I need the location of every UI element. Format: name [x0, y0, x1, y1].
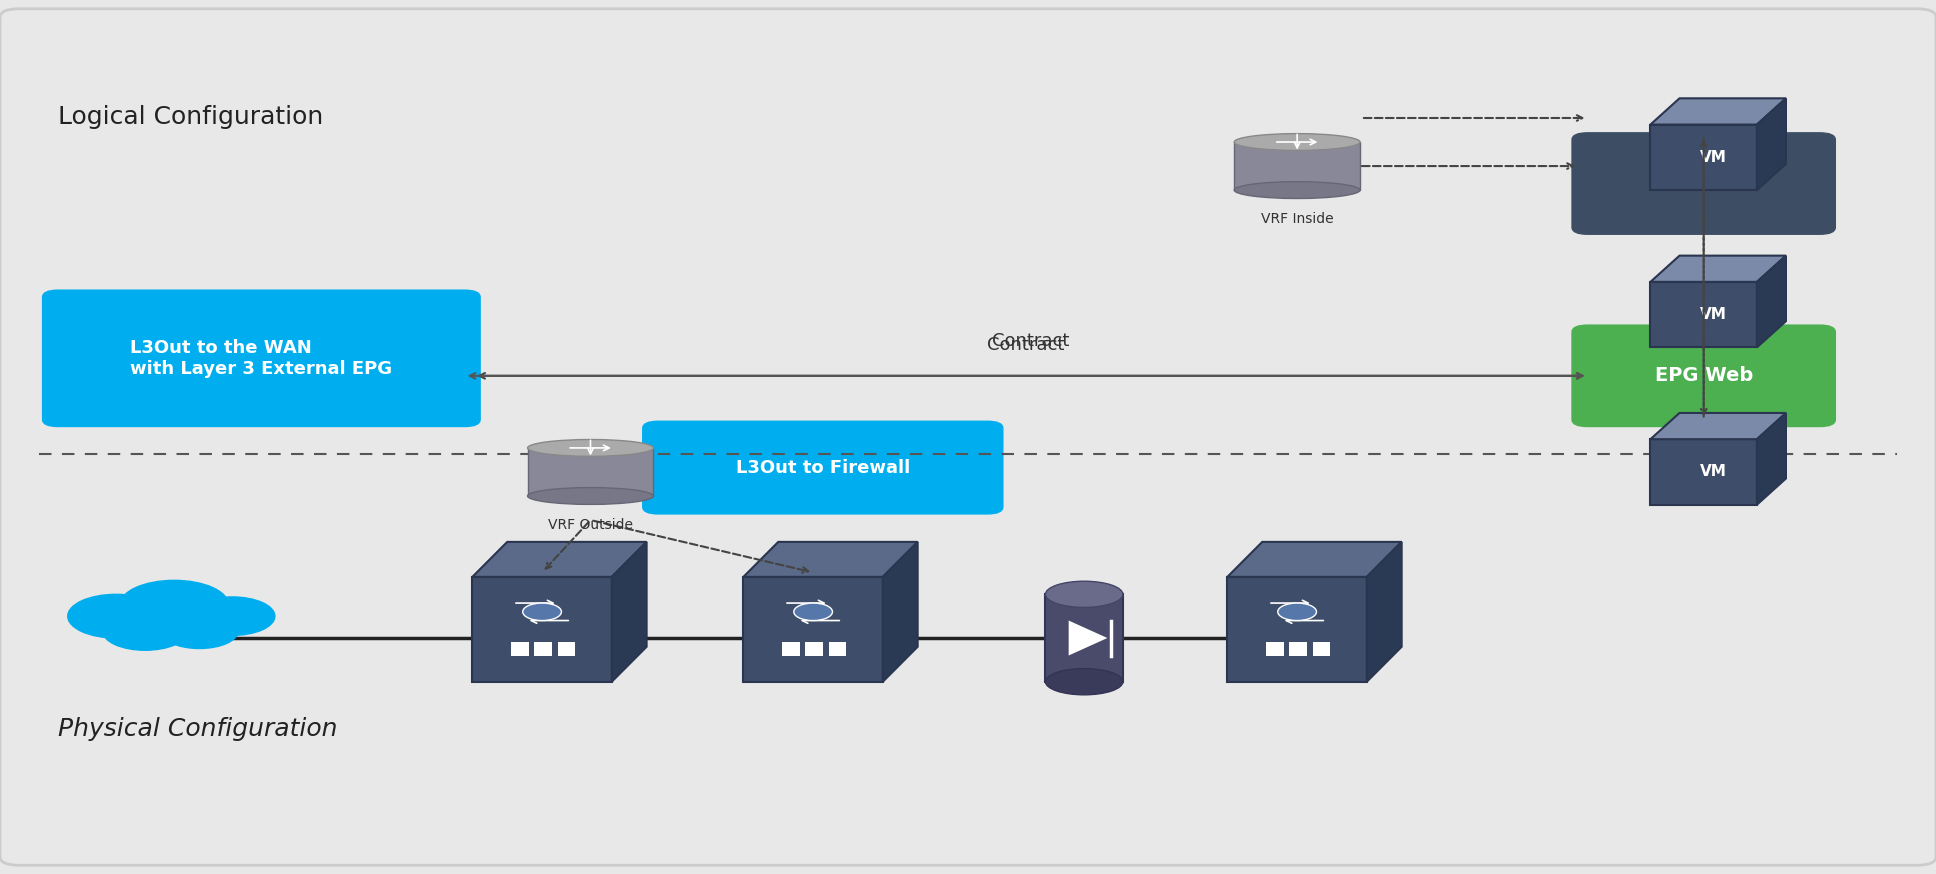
Polygon shape: [1758, 413, 1787, 504]
Bar: [782, 642, 800, 656]
Circle shape: [190, 597, 275, 635]
Text: VRF Inside: VRF Inside: [1260, 212, 1334, 226]
Text: Physical Configuration: Physical Configuration: [58, 717, 337, 740]
Polygon shape: [1758, 99, 1787, 191]
Ellipse shape: [527, 488, 654, 504]
Text: VM: VM: [1700, 149, 1727, 165]
Ellipse shape: [1235, 134, 1361, 150]
Text: Logical Configuration: Logical Configuration: [58, 105, 323, 128]
Text: L3Out to Firewall: L3Out to Firewall: [736, 459, 910, 476]
Circle shape: [103, 612, 188, 650]
Circle shape: [1278, 603, 1316, 621]
Text: L3Out to the WAN
with Layer 3 External EPG: L3Out to the WAN with Layer 3 External E…: [130, 339, 393, 378]
Polygon shape: [1758, 255, 1787, 347]
Polygon shape: [1649, 413, 1787, 439]
Bar: [805, 642, 823, 656]
Circle shape: [794, 603, 832, 621]
Bar: [1313, 642, 1330, 656]
Polygon shape: [1649, 99, 1787, 125]
Text: Contract: Contract: [993, 331, 1069, 350]
Polygon shape: [1649, 255, 1787, 281]
Polygon shape: [612, 542, 647, 682]
Circle shape: [68, 594, 165, 638]
Text: Contract: Contract: [987, 336, 1065, 354]
FancyBboxPatch shape: [0, 9, 1936, 865]
FancyBboxPatch shape: [1572, 133, 1835, 234]
Bar: [527, 447, 654, 496]
Bar: [1227, 577, 1367, 682]
FancyBboxPatch shape: [643, 421, 1003, 514]
Bar: [1649, 125, 1758, 191]
Polygon shape: [1069, 621, 1107, 656]
Polygon shape: [472, 542, 647, 577]
Bar: [1266, 642, 1284, 656]
Text: EPG Web: EPG Web: [1655, 366, 1752, 385]
FancyBboxPatch shape: [43, 290, 480, 427]
Bar: [829, 642, 846, 656]
FancyBboxPatch shape: [1572, 325, 1835, 427]
Text: VRF Outside: VRF Outside: [548, 517, 633, 532]
Bar: [743, 577, 883, 682]
Polygon shape: [1367, 542, 1402, 682]
Bar: [1289, 642, 1307, 656]
Ellipse shape: [1045, 669, 1123, 695]
Bar: [558, 642, 575, 656]
Polygon shape: [1227, 542, 1402, 577]
Polygon shape: [743, 542, 918, 577]
Bar: [1649, 439, 1758, 504]
Text: VM: VM: [1700, 307, 1727, 323]
Bar: [1235, 142, 1361, 190]
Circle shape: [161, 614, 238, 649]
Ellipse shape: [527, 440, 654, 456]
Ellipse shape: [1235, 182, 1361, 198]
Circle shape: [523, 603, 561, 621]
Bar: [511, 642, 529, 656]
Bar: [1045, 594, 1123, 682]
Circle shape: [120, 580, 228, 629]
Text: VM: VM: [1700, 464, 1727, 480]
Ellipse shape: [1045, 581, 1123, 607]
Bar: [472, 577, 612, 682]
Text: BD2: BD2: [1679, 174, 1729, 193]
Polygon shape: [883, 542, 918, 682]
Bar: [534, 642, 552, 656]
Bar: [1649, 281, 1758, 347]
